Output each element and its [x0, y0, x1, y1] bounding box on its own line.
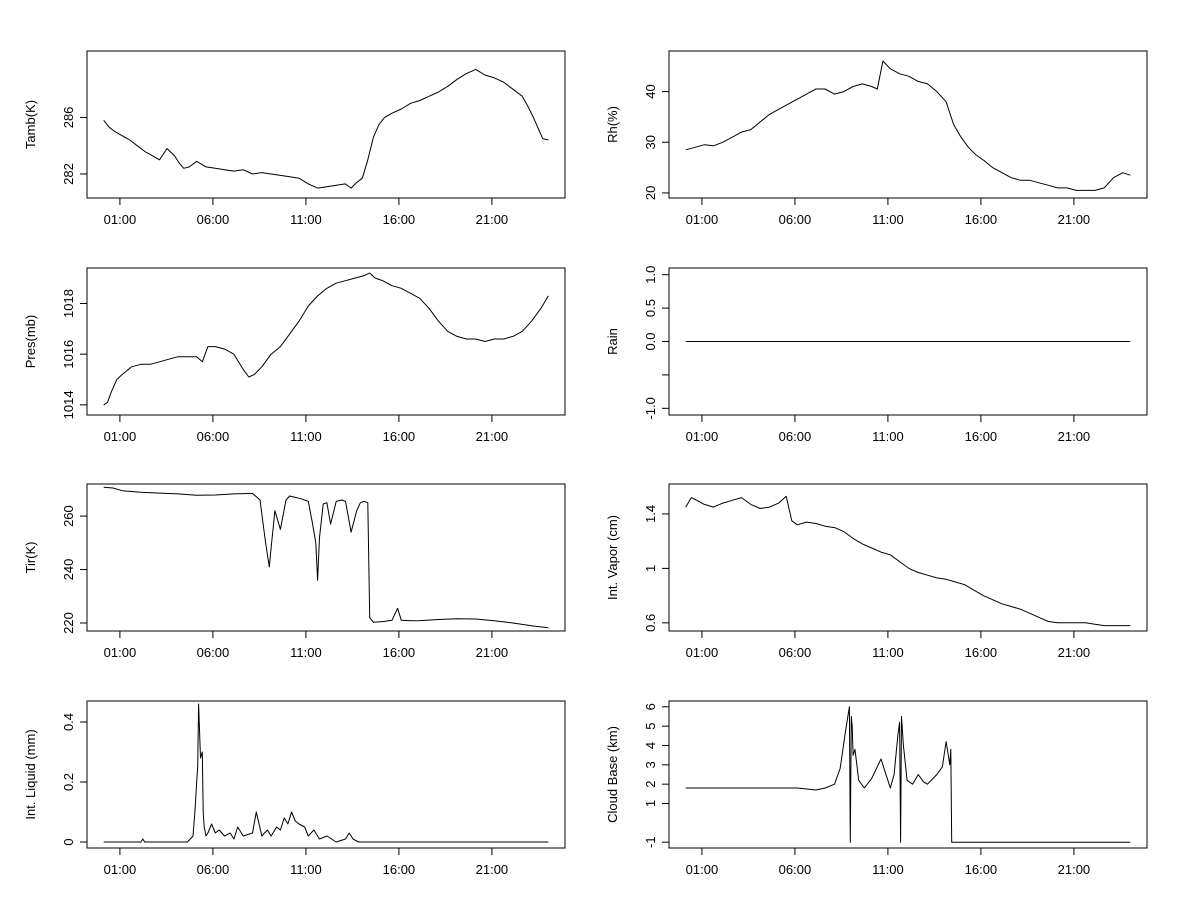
plot-frame	[86, 50, 566, 199]
x-tick-label: 11:00	[872, 212, 904, 227]
y-axis-label: Tir(K)	[23, 541, 38, 573]
series-line	[103, 68, 549, 189]
y-axis-label: Rh(%)	[605, 106, 620, 143]
panel-8: 01:00 06:00 11:00 16:00 21:00 -1 1 2 3 4 5 6 Cloud B…	[605, 700, 1148, 877]
y-tick-label: 1	[643, 800, 658, 807]
y-tick-label: 240	[61, 559, 76, 581]
plot-frame	[668, 483, 1148, 632]
y-axis-label: Cloud Base (km)	[605, 726, 620, 823]
plot-frame	[86, 483, 566, 632]
y-tick-label: -1.0	[643, 397, 658, 419]
x-tick-label: 16:00	[383, 212, 416, 227]
y-tick-label: 4	[643, 742, 658, 749]
x-tick-label: 21:00	[1058, 212, 1091, 227]
x-tick-label: 11:00	[290, 212, 322, 227]
y-tick-label: 1016	[61, 340, 76, 369]
series-line	[103, 703, 549, 843]
x-tick-label: 06:00	[197, 429, 230, 444]
y-tick-label: 0.2	[61, 773, 76, 791]
y-axis-label: Pres(mb)	[23, 315, 38, 368]
panel-6: 01:00 06:00 11:00 16:00 21:00 0.6 1 1.4 Int. Vap…	[605, 483, 1148, 660]
x-tick-label: 11:00	[290, 862, 322, 877]
y-tick-label: 20	[643, 186, 658, 200]
x-tick-label: 06:00	[779, 429, 812, 444]
y-tick-label: 286	[61, 107, 76, 129]
y-tick-label: 0.4	[61, 713, 76, 731]
x-tick-label: 21:00	[1058, 429, 1091, 444]
x-tick-label: 21:00	[476, 212, 509, 227]
x-tick-label: 06:00	[197, 212, 230, 227]
plot-frame	[86, 267, 566, 416]
panel-1: 01:00 06:00 11:00 16:00 21:00 282 286 Tamb(K)	[23, 50, 566, 227]
y-tick-label: 1.0	[643, 266, 658, 284]
x-tick-label: 16:00	[965, 645, 998, 660]
x-tick-label: 06:00	[779, 645, 812, 660]
x-tick-label: 11:00	[872, 429, 904, 444]
y-tick-label: 260	[61, 505, 76, 527]
x-tick-label: 21:00	[1058, 645, 1091, 660]
y-tick-label: 6	[643, 703, 658, 710]
y-tick-label: 0.0	[643, 332, 658, 350]
x-tick-label: 01:00	[686, 645, 719, 660]
y-tick-label: 0.6	[643, 614, 658, 632]
y-tick-label: -1	[643, 836, 658, 848]
series-line	[685, 706, 1131, 843]
x-tick-label: 16:00	[383, 862, 416, 877]
x-tick-label: 11:00	[872, 645, 904, 660]
x-tick-label: 01:00	[104, 429, 137, 444]
x-tick-label: 06:00	[779, 212, 812, 227]
x-tick-label: 01:00	[686, 212, 719, 227]
plot-frame	[668, 50, 1148, 199]
y-axis-label: Rain	[605, 328, 620, 355]
plot-frame	[668, 700, 1148, 849]
panel-4: 01:00 06:00 11:00 16:00 21:00 -1.0 0.0 0.5 1.0 Ra…	[605, 266, 1148, 444]
x-tick-label: 11:00	[290, 429, 322, 444]
y-tick-label: 2	[643, 781, 658, 788]
y-tick-label: 5	[643, 723, 658, 730]
x-tick-label: 21:00	[476, 429, 509, 444]
x-tick-label: 16:00	[965, 862, 998, 877]
x-tick-label: 01:00	[104, 212, 137, 227]
x-tick-label: 16:00	[965, 429, 998, 444]
x-tick-label: 16:00	[383, 645, 416, 660]
panel-2: 01:00 06:00 11:00 16:00 21:00 20 30 40 Rh(%)	[605, 50, 1148, 227]
y-tick-label: 1014	[61, 390, 76, 419]
y-tick-label: 0.5	[643, 299, 658, 317]
x-tick-label: 01:00	[104, 645, 137, 660]
y-axis-label: Int. Liquid (mm)	[23, 729, 38, 819]
x-tick-label: 01:00	[686, 862, 719, 877]
y-tick-label: 282	[61, 163, 76, 185]
x-tick-label: 01:00	[686, 429, 719, 444]
y-tick-label: 3	[643, 761, 658, 768]
y-tick-label: 220	[61, 612, 76, 634]
x-tick-label: 06:00	[197, 645, 230, 660]
panel-3: 01:00 06:00 11:00 16:00 21:00 1014 1016 1018 Pre…	[23, 267, 566, 444]
y-tick-label: 0	[61, 838, 76, 845]
y-tick-label: 40	[643, 84, 658, 98]
series-line	[685, 60, 1131, 191]
x-tick-label: 06:00	[197, 862, 230, 877]
y-tick-label: 1	[643, 565, 658, 572]
x-tick-label: 21:00	[476, 862, 509, 877]
x-tick-label: 16:00	[965, 212, 998, 227]
y-axis-label: Tamb(K)	[23, 100, 38, 149]
x-tick-label: 06:00	[779, 862, 812, 877]
x-tick-label: 11:00	[872, 862, 904, 877]
y-tick-label: 30	[643, 135, 658, 149]
y-axis-label: Int. Vapor (cm)	[605, 515, 620, 600]
x-tick-label: 21:00	[1058, 862, 1091, 877]
series-line	[685, 495, 1131, 627]
y-tick-label: 1018	[61, 289, 76, 318]
plot-frame	[86, 700, 566, 849]
x-tick-label: 16:00	[383, 429, 416, 444]
series-line	[103, 272, 549, 406]
x-tick-label: 01:00	[104, 862, 137, 877]
x-tick-label: 11:00	[290, 645, 322, 660]
panel-5: 01:00 06:00 11:00 16:00 21:00 220 240 260 Tir(K)	[23, 483, 566, 660]
y-tick-label: 1.4	[643, 505, 658, 523]
x-tick-label: 21:00	[476, 645, 509, 660]
series-line	[103, 486, 549, 629]
panel-7: 01:00 06:00 11:00 16:00 21:00 0 0.2 0.4 Int. Liq…	[23, 700, 566, 877]
